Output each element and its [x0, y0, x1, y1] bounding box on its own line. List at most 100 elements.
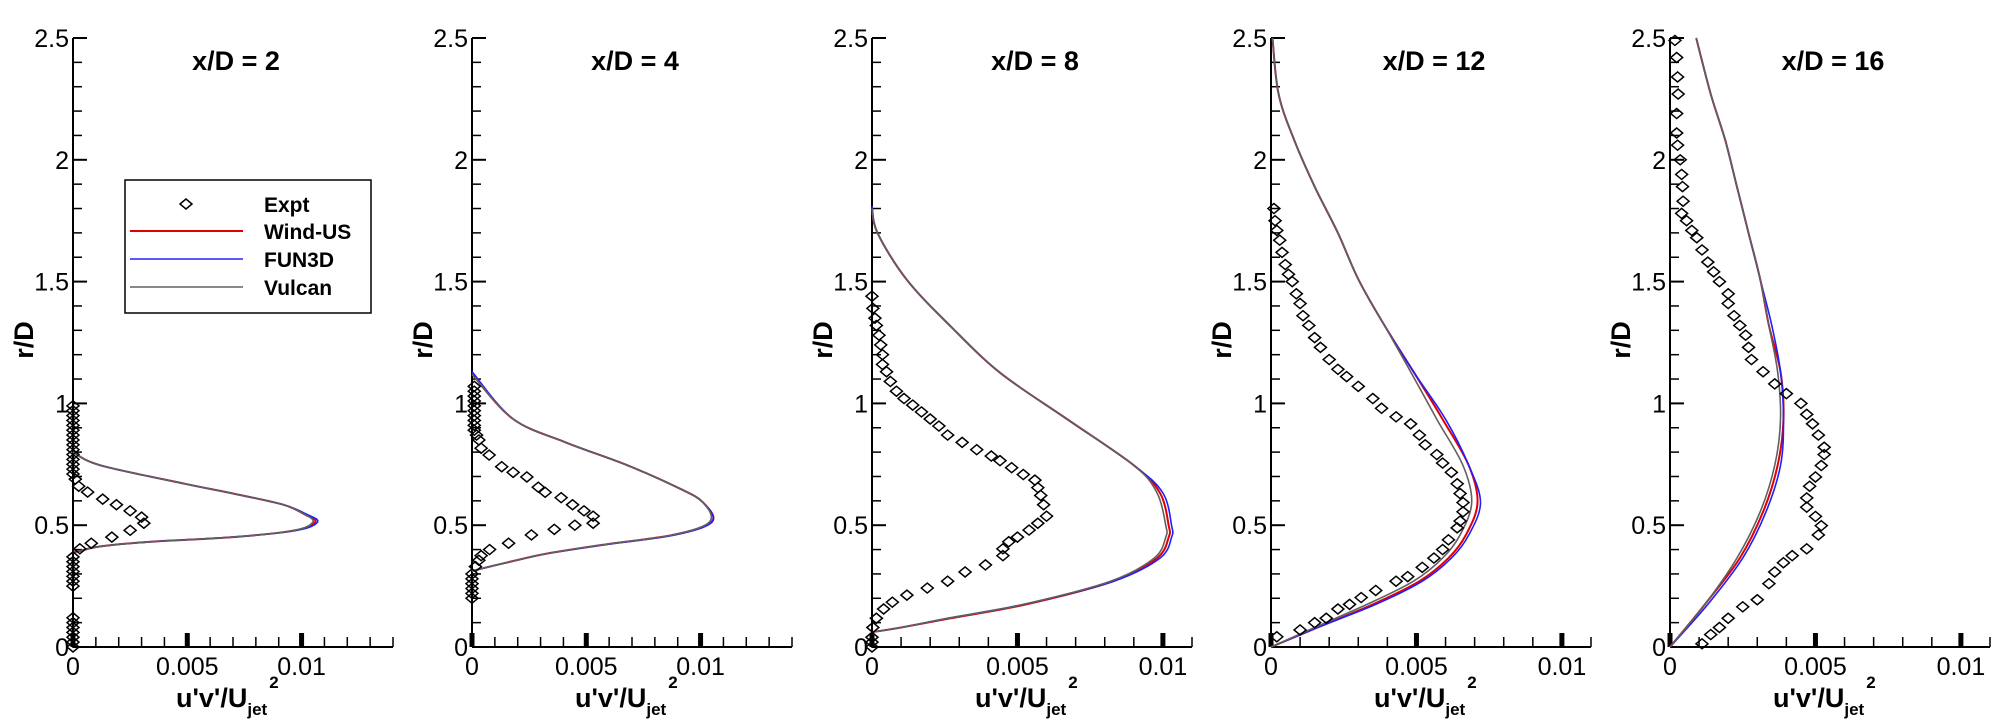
expt-point: [1319, 612, 1334, 625]
x-tick-label: 0: [1663, 653, 1677, 681]
y-tick-label: 2.5: [34, 25, 69, 53]
panel-1: 0 0.5 1 1.5 2 2.5 0 0.005 0.01 x/D = 2 r/D u'v'/Uje…: [9, 25, 394, 719]
expt-point: [1738, 329, 1753, 342]
expt-point: [896, 392, 912, 405]
expt-point: [104, 531, 120, 544]
expt-point: [905, 399, 920, 412]
expt-point: [505, 466, 521, 479]
expt-point: [469, 429, 484, 442]
expt-point: [864, 631, 880, 644]
expt-point: [1004, 461, 1019, 474]
expt-point: [65, 580, 81, 593]
x-tick-label: 0.005: [156, 653, 219, 681]
expt-point: [1307, 616, 1322, 629]
expt-point: [565, 498, 580, 511]
expt-point: [585, 517, 601, 530]
expt-point: [931, 420, 947, 433]
y-axis-label: r/D: [9, 321, 39, 359]
x-axis-label-sup: 2: [668, 673, 677, 692]
series-line-wind-us: [1669, 37, 1785, 648]
expt-point: [1674, 168, 1689, 181]
expt-point: [576, 504, 592, 517]
expt-point: [1755, 365, 1771, 378]
expt-point: [1374, 402, 1389, 415]
expt-point: [1278, 258, 1293, 271]
legend-label-expt: Expt: [264, 194, 310, 217]
x-tick-label: 0.01: [1538, 653, 1587, 681]
expt-point: [1721, 297, 1736, 310]
expt-point: [1415, 561, 1430, 574]
expt-point: [869, 319, 884, 332]
x-tick-label: 0: [865, 653, 879, 681]
x-tick-label: 0: [465, 653, 479, 681]
expt-point: [471, 433, 487, 446]
expt-point: [65, 611, 81, 624]
expt-point: [65, 438, 81, 451]
expt-point: [65, 399, 81, 412]
expt-point: [467, 419, 482, 432]
expt-point: [464, 567, 480, 580]
expt-point: [1313, 341, 1328, 354]
expt-point: [1811, 429, 1826, 442]
expt-point: [1799, 542, 1814, 555]
panel-title: x/D = 8: [991, 46, 1079, 76]
expt-point: [864, 641, 880, 653]
y-tick-label: 2.5: [833, 25, 868, 53]
expt-point: [1021, 524, 1037, 537]
x-axis-label-main: u'v'/U: [575, 683, 646, 713]
y-tick-label: 0: [1652, 634, 1666, 662]
expt-point: [464, 572, 480, 585]
expt-point: [957, 565, 973, 578]
x-axis-label-main: u'v'/U: [1374, 683, 1445, 713]
expt-point: [1808, 510, 1823, 523]
expt-point: [1289, 287, 1304, 300]
expt-point: [1767, 377, 1782, 390]
expt-point: [109, 498, 124, 511]
expt-point: [547, 523, 562, 536]
expt-point: [1267, 214, 1283, 227]
expt-point: [65, 448, 81, 461]
expt-point: [567, 519, 583, 532]
panel-title: x/D = 4: [591, 46, 679, 76]
y-axis-label: r/D: [808, 321, 838, 359]
legend: Expt Wind-US FUN3D Vulcan: [124, 179, 372, 314]
expt-point: [1670, 139, 1685, 152]
expt-point: [1712, 621, 1727, 634]
x-axis-label-sub: jet: [1045, 700, 1066, 719]
expt-point: [876, 603, 891, 615]
y-tick-label: 2.5: [1232, 25, 1267, 53]
expt-point: [1817, 441, 1832, 454]
expt-point: [875, 358, 890, 371]
expt-point: [1744, 353, 1759, 366]
expt-point: [1732, 319, 1747, 332]
series-line-vulcan: [1270, 37, 1473, 648]
expt-point: [65, 414, 81, 427]
expt-point: [1750, 593, 1765, 606]
x-axis-label: u'v'/Ujet2: [1374, 673, 1477, 719]
expt-point: [969, 443, 984, 456]
x-tick-label: 0.01: [1937, 653, 1986, 681]
expt-point: [1814, 459, 1829, 472]
expt-point: [1403, 417, 1418, 430]
expt-point: [1793, 397, 1809, 410]
y-axis-label: r/D: [1207, 321, 1237, 359]
expt-point: [80, 486, 95, 499]
expt-point: [1033, 489, 1048, 502]
y-tick-label: 1.5: [1631, 269, 1666, 297]
expt-point: [65, 419, 81, 432]
expt-point: [1808, 470, 1823, 483]
expt-point: [1450, 477, 1465, 490]
expt-point: [1455, 496, 1471, 509]
x-axis-label: u'v'/Ujet2: [575, 673, 678, 719]
series-line-vulcan: [871, 208, 1168, 633]
expt-point: [984, 450, 999, 462]
expt-point: [1670, 88, 1686, 101]
expt-point: [1301, 319, 1316, 332]
y-tick-label: 0: [854, 634, 868, 662]
expt-point: [537, 486, 553, 499]
y-tick-label: 1: [454, 390, 468, 418]
expt-point: [1694, 243, 1710, 256]
expt-point: [68, 473, 83, 486]
expt-point: [1706, 265, 1721, 278]
y-tick-label: 2: [55, 147, 69, 175]
